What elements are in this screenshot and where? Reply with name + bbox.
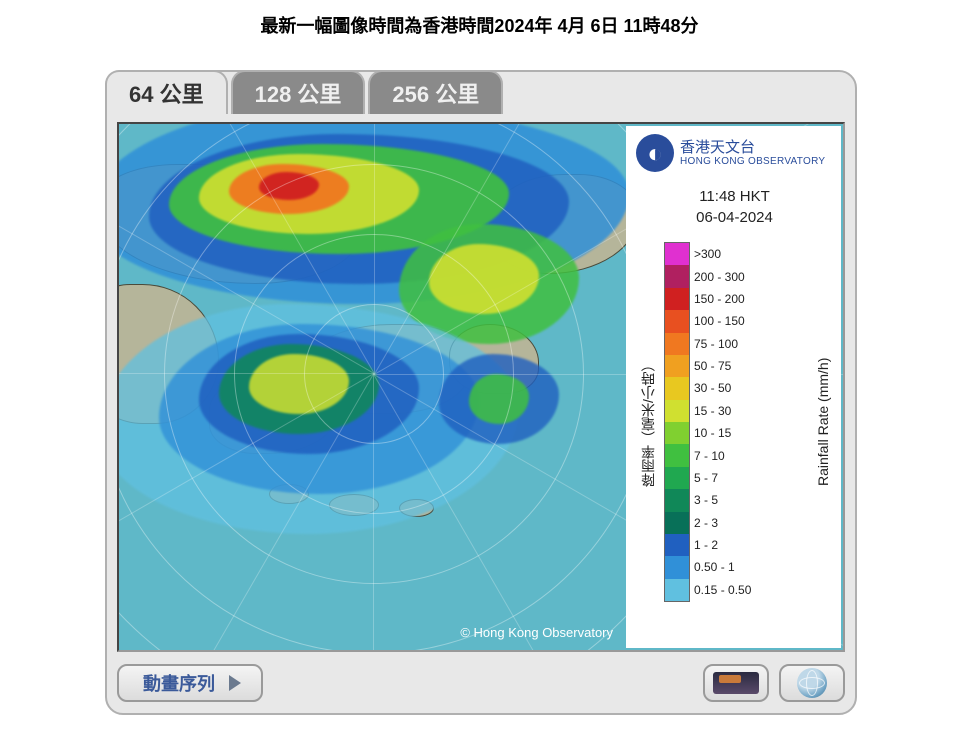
legend-segment-label: 0.50 - 1: [694, 556, 813, 578]
legend-segment: [665, 579, 689, 601]
legend-segment-label: 2 - 3: [694, 512, 813, 534]
legend-segment: [665, 512, 689, 534]
legend-segment-label: 50 - 75: [694, 355, 813, 377]
legend-panel: ◐ 香港天文台 HONG KONG OBSERVATORY 11:48 HKT …: [626, 126, 841, 648]
legend-segment: [665, 355, 689, 377]
tab-64km[interactable]: 64 公里: [105, 70, 228, 114]
legend-segment-label: 100 - 150: [694, 310, 813, 332]
hko-name-en: HONG KONG OBSERVATORY: [680, 156, 825, 168]
legend-segment: [665, 377, 689, 399]
legend-segment-label: 150 - 200: [694, 288, 813, 310]
animate-label: 動畫序列: [143, 670, 215, 696]
range-tabs: 64 公里 128 公里 256 公里: [105, 70, 506, 114]
legend-segment-label: 30 - 50: [694, 377, 813, 399]
bearing-spoke: [373, 374, 374, 652]
legend-segment-label: 3 - 5: [694, 489, 813, 511]
legend-segment-label: 200 - 300: [694, 265, 813, 287]
timestamp-time: 11:48 HKT: [636, 186, 833, 207]
legend-segment: [665, 333, 689, 355]
legend-segment-label: 5 - 7: [694, 467, 813, 489]
radar-image: ◐ 香港天文台 HONG KONG OBSERVATORY 11:48 HKT …: [117, 122, 845, 652]
legend-segment-label: >300: [694, 243, 813, 265]
rainfall-legend: 降雨率（毫米/小時） >300200 - 300150 - 200100 - 1…: [636, 242, 833, 602]
legend-segment: [665, 489, 689, 511]
legend-segment: [665, 534, 689, 556]
legend-segment: [665, 467, 689, 489]
legend-segment: [665, 556, 689, 578]
3d-view-button[interactable]: [703, 664, 769, 702]
globe-button[interactable]: [779, 664, 845, 702]
legend-segment-label: 15 - 30: [694, 400, 813, 422]
image-timestamp: 11:48 HKT 06-04-2024: [636, 186, 833, 228]
legend-segment: [665, 400, 689, 422]
legend-labels: >300200 - 300150 - 200100 - 15075 - 1005…: [694, 242, 813, 602]
hko-logo-icon: ◐: [636, 134, 674, 172]
legend-axis-en: Rainfall Rate (mm/h): [813, 242, 833, 602]
radar-overlay: [119, 124, 619, 652]
hko-branding: ◐ 香港天文台 HONG KONG OBSERVATORY: [636, 134, 833, 172]
bearing-spoke: [374, 122, 375, 374]
legend-segment: [665, 243, 689, 265]
legend-segment-label: 7 - 10: [694, 444, 813, 466]
bearing-spoke: [117, 373, 374, 374]
legend-segment: [665, 288, 689, 310]
hko-name-zh: 香港天文台: [680, 139, 825, 156]
radar-panel: 64 公里 128 公里 256 公里 ◐ 香港天文台 HONG KONG OB…: [105, 70, 857, 715]
tab-128km[interactable]: 128 公里: [231, 70, 366, 114]
legend-color-bar: [664, 242, 690, 602]
page-title: 最新一幅圖像時間為香港時間2024年 4月 6日 11時48分: [0, 0, 959, 56]
legend-segment: [665, 310, 689, 332]
globe-icon: [797, 668, 827, 698]
legend-segment: [665, 444, 689, 466]
legend-segment-label: 10 - 15: [694, 422, 813, 444]
legend-axis-zh: 降雨率（毫米/小時）: [636, 242, 660, 602]
image-credit: © Hong Kong Observatory: [460, 625, 613, 640]
legend-segment-label: 0.15 - 0.50: [694, 579, 813, 601]
animate-button[interactable]: 動畫序列: [117, 664, 263, 702]
bottom-toolbar: 動畫序列: [117, 663, 845, 703]
tab-256km[interactable]: 256 公里: [368, 70, 503, 114]
legend-segment: [665, 265, 689, 287]
legend-segment: [665, 422, 689, 444]
legend-segment-label: 75 - 100: [694, 333, 813, 355]
timestamp-date: 06-04-2024: [636, 207, 833, 228]
play-icon: [229, 675, 241, 691]
legend-segment-label: 1 - 2: [694, 534, 813, 556]
3d-view-icon: [713, 672, 759, 694]
